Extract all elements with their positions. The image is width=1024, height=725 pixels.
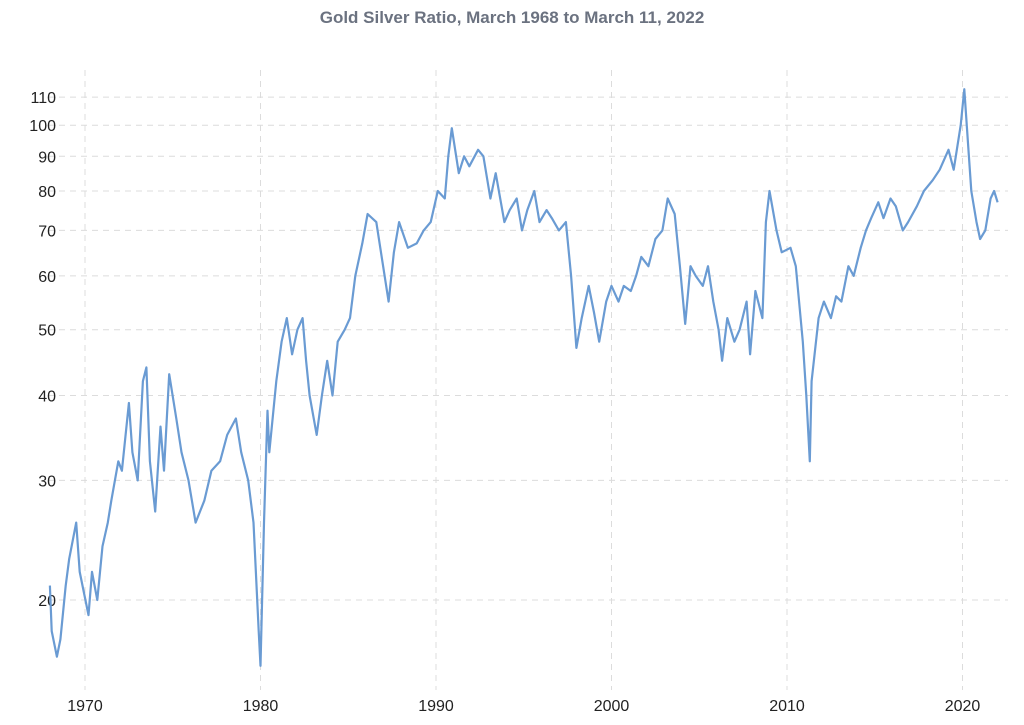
series-line-gold-silver-ratio [48,88,999,667]
x-tick-label: 1990 [418,698,454,715]
y-tick-label: 70 [38,223,56,240]
y-tick-label: 90 [38,149,56,166]
x-tick-label: 2010 [769,698,805,715]
y-axis: 20 30 40 50 60 70 80 90 100 110 [29,90,56,610]
x-tick-label: 1980 [243,698,279,715]
y-tick-label: 20 [38,593,56,610]
x-tick-label: 2000 [594,698,630,715]
x-tick-label: 1970 [67,698,103,715]
chart-title: Gold Silver Ratio, March 1968 to March 1… [319,8,705,27]
y-tick-label: 100 [29,118,56,135]
x-axis: 1970 1980 1990 2000 2010 2020 [67,698,980,715]
y-tick-label: 40 [38,389,56,406]
y-tick-label: 80 [38,184,56,201]
series [48,88,999,667]
y-tick-label: 50 [38,323,56,340]
y-tick-label: 110 [30,90,56,107]
y-tick-label: 30 [38,473,56,490]
y-tick-label: 60 [38,269,56,286]
x-tick-label: 2020 [945,698,981,715]
grid [48,70,1008,690]
